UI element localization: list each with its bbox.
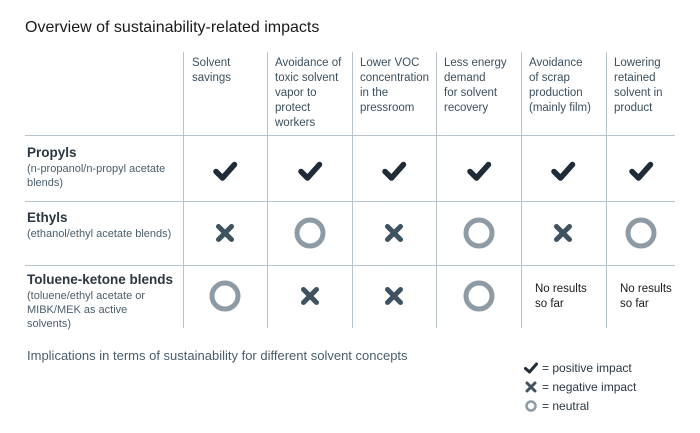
- column-divider: [521, 52, 522, 328]
- circle-icon: [623, 215, 659, 251]
- cell-note: No results so far: [620, 283, 672, 310]
- row-subtitle-propyls: (n-propanol/n-propyl acetate blends): [27, 163, 166, 189]
- page-title: Overview of sustainability-related impac…: [25, 19, 320, 36]
- check-icon: [524, 362, 538, 374]
- circle-icon: [292, 215, 328, 251]
- column-header-voc: Lower VOC concentration in the pressroom: [360, 57, 430, 114]
- column-divider: [183, 52, 184, 328]
- column-header-retained-solvent: Lowering retained solvent in product: [614, 57, 663, 114]
- check-icon: [461, 153, 497, 189]
- cross-icon: [376, 278, 412, 314]
- figure-caption: Implications in terms of sustainability …: [27, 348, 408, 363]
- check-icon: [207, 153, 243, 189]
- legend-neutral-label: = neutral: [542, 399, 590, 413]
- cross-icon: [292, 278, 328, 314]
- row-subtitle-toluene-ketone: (toluene/ethyl acetate or MIBK/MEK as ac…: [27, 290, 146, 330]
- row-title-toluene-ketone: Toluene-ketone blends: [27, 272, 174, 287]
- cross-icon: [207, 215, 243, 251]
- check-icon: [623, 153, 659, 189]
- check-icon: [292, 153, 328, 189]
- column-divider: [606, 52, 607, 328]
- column-divider: [267, 52, 268, 328]
- circle-icon: [461, 278, 497, 314]
- legend-neutral: = neutral: [524, 397, 589, 415]
- row-divider: [25, 201, 675, 202]
- column-header-energy: Less energy demand for solvent recovery: [444, 57, 507, 114]
- column-divider: [436, 52, 437, 328]
- column-divider: [352, 52, 353, 328]
- row-divider: [25, 135, 675, 136]
- circle-icon: [461, 215, 497, 251]
- row-title-ethyls: Ethyls: [27, 210, 68, 225]
- column-header-scrap: Avoidance of scrap production (mainly fi…: [529, 57, 591, 114]
- circle-icon: [525, 400, 537, 412]
- column-header-toxic-vapor: Avoidance of toxic solvent vapor to prot…: [275, 57, 342, 129]
- check-icon: [545, 153, 581, 189]
- check-icon: [376, 153, 412, 189]
- cross-icon: [545, 215, 581, 251]
- cross-icon: [376, 215, 412, 251]
- column-header-solvent-savings: Solvent savings: [192, 57, 231, 84]
- row-subtitle-ethyls: (ethanol/ethyl acetate blends): [27, 228, 172, 240]
- legend-negative-label: = negative impact: [542, 380, 637, 394]
- legend-negative: = negative impact: [524, 378, 636, 396]
- row-divider: [25, 265, 675, 266]
- cell-note: No results so far: [535, 283, 587, 310]
- legend-positive-label: = positive impact: [542, 361, 632, 375]
- cross-icon: [525, 381, 537, 393]
- row-title-propyls: Propyls: [27, 145, 77, 160]
- circle-icon: [207, 278, 243, 314]
- legend-positive: = positive impact: [524, 359, 632, 377]
